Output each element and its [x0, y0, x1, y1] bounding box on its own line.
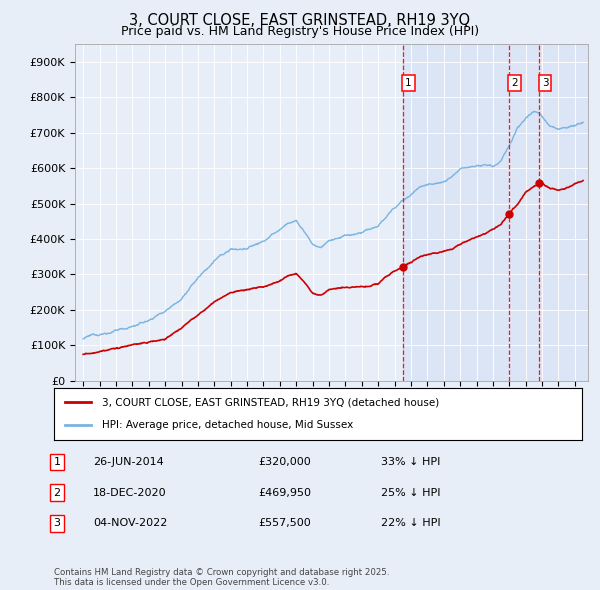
Text: 2: 2 — [511, 78, 518, 88]
Text: 18-DEC-2020: 18-DEC-2020 — [93, 488, 167, 497]
Text: 1: 1 — [405, 78, 412, 88]
Text: 3: 3 — [542, 78, 548, 88]
Text: 33% ↓ HPI: 33% ↓ HPI — [381, 457, 440, 467]
Text: 1: 1 — [53, 457, 61, 467]
Text: HPI: Average price, detached house, Mid Sussex: HPI: Average price, detached house, Mid … — [101, 420, 353, 430]
Text: 3, COURT CLOSE, EAST GRINSTEAD, RH19 3YQ: 3, COURT CLOSE, EAST GRINSTEAD, RH19 3YQ — [130, 13, 470, 28]
Text: 3, COURT CLOSE, EAST GRINSTEAD, RH19 3YQ (detached house): 3, COURT CLOSE, EAST GRINSTEAD, RH19 3YQ… — [101, 397, 439, 407]
Text: 3: 3 — [53, 519, 61, 528]
Text: Contains HM Land Registry data © Crown copyright and database right 2025.
This d: Contains HM Land Registry data © Crown c… — [54, 568, 389, 587]
Text: 22% ↓ HPI: 22% ↓ HPI — [381, 519, 440, 528]
Text: 26-JUN-2014: 26-JUN-2014 — [93, 457, 164, 467]
Text: £320,000: £320,000 — [258, 457, 311, 467]
Text: £557,500: £557,500 — [258, 519, 311, 528]
Text: £469,950: £469,950 — [258, 488, 311, 497]
Text: Price paid vs. HM Land Registry's House Price Index (HPI): Price paid vs. HM Land Registry's House … — [121, 25, 479, 38]
Text: 2: 2 — [53, 488, 61, 497]
Bar — [403, 44, 588, 381]
Text: 04-NOV-2022: 04-NOV-2022 — [93, 519, 167, 528]
Text: 25% ↓ HPI: 25% ↓ HPI — [381, 488, 440, 497]
